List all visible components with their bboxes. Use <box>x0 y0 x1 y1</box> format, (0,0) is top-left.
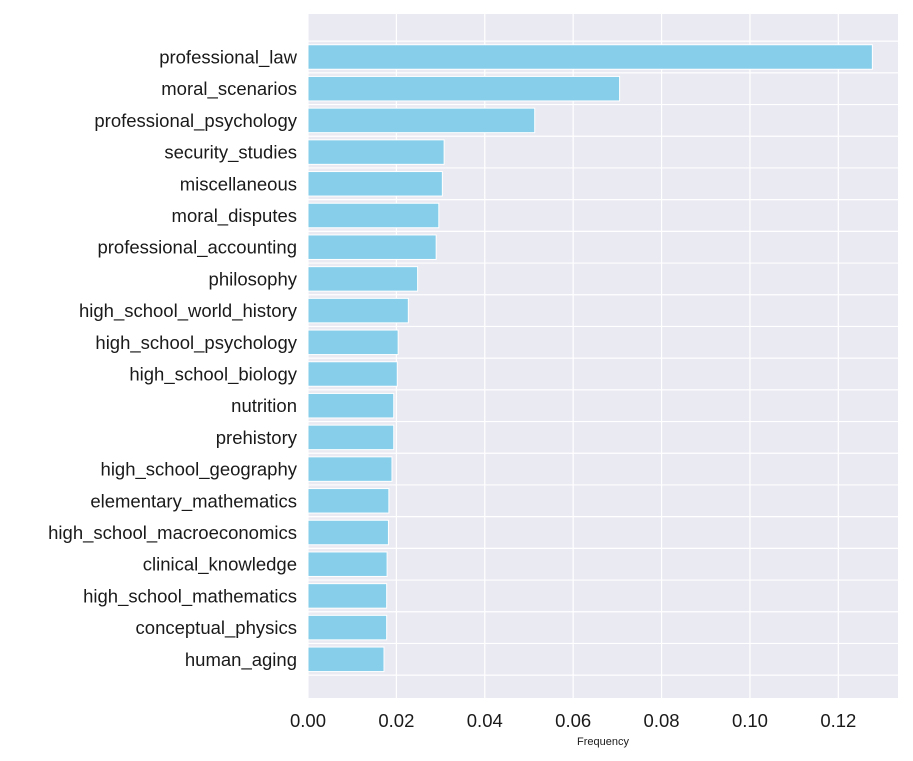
bar-professional-law <box>307 44 873 70</box>
x-axis-title: Frequency <box>577 736 629 748</box>
bar-high-school-geography <box>307 456 393 482</box>
x-tick-label: 0.06 <box>555 710 591 731</box>
category-label: professional_psychology <box>94 110 297 132</box>
bar-professional-accounting <box>307 234 437 260</box>
bar-prehistory <box>307 424 395 451</box>
category-label: high_school_geography <box>101 459 298 481</box>
bar-moral-scenarios <box>307 75 621 102</box>
category-label: high_school_psychology <box>95 332 297 354</box>
bar-human-aging <box>307 646 385 673</box>
category-label: human_aging <box>185 649 297 671</box>
category-label: security_studies <box>164 142 297 164</box>
bar-elementary-mathematics <box>307 488 390 514</box>
x-tick-label: 0.04 <box>467 710 503 731</box>
bar-moral-disputes <box>307 202 440 229</box>
category-label: high_school_world_history <box>79 300 298 322</box>
category-label: conceptual_physics <box>136 617 297 639</box>
bar-high-school-mathematics <box>307 583 388 609</box>
bar-security-studies <box>307 139 445 165</box>
category-label: professional_law <box>159 47 297 69</box>
x-tick-label: 0.08 <box>644 710 680 731</box>
x-tick-label: 0.00 <box>290 710 326 731</box>
bar-conceptual-physics <box>307 614 388 641</box>
category-labels: professional_law moral_scenarios professio… <box>48 47 298 671</box>
bar-high-school-biology <box>307 361 398 387</box>
bar-professional-psychology <box>307 107 536 134</box>
bar-high-school-psychology <box>307 329 399 356</box>
x-tick-label: 0.12 <box>820 710 856 731</box>
category-label: professional_accounting <box>97 237 297 259</box>
category-label: high_school_mathematics <box>83 585 297 607</box>
bar-philosophy <box>307 266 419 292</box>
category-label: clinical_knowledge <box>143 554 297 576</box>
category-label: high_school_macroeconomics <box>48 522 297 544</box>
bars <box>307 44 873 673</box>
bar-high-school-macroeconomics <box>307 519 389 546</box>
category-label: philosophy <box>209 268 298 289</box>
bar-clinical-knowledge <box>307 551 388 577</box>
bar-miscellaneous <box>307 171 443 197</box>
category-label: moral_disputes <box>172 205 297 227</box>
category-label: high_school_biology <box>129 364 297 386</box>
category-label: moral_scenarios <box>161 78 297 100</box>
category-label: miscellaneous <box>180 173 297 194</box>
category-label: elementary_mathematics <box>90 490 297 512</box>
bar-high-school-world-history <box>307 297 409 324</box>
category-label: nutrition <box>231 395 297 416</box>
x-tick-label: 0.02 <box>378 710 414 731</box>
x-tick-label: 0.10 <box>732 710 768 731</box>
bar-nutrition <box>307 392 395 419</box>
x-tick-labels: 0.00 0.02 0.04 0.06 0.08 0.10 0.12 <box>290 710 856 731</box>
category-label: prehistory <box>216 427 298 448</box>
